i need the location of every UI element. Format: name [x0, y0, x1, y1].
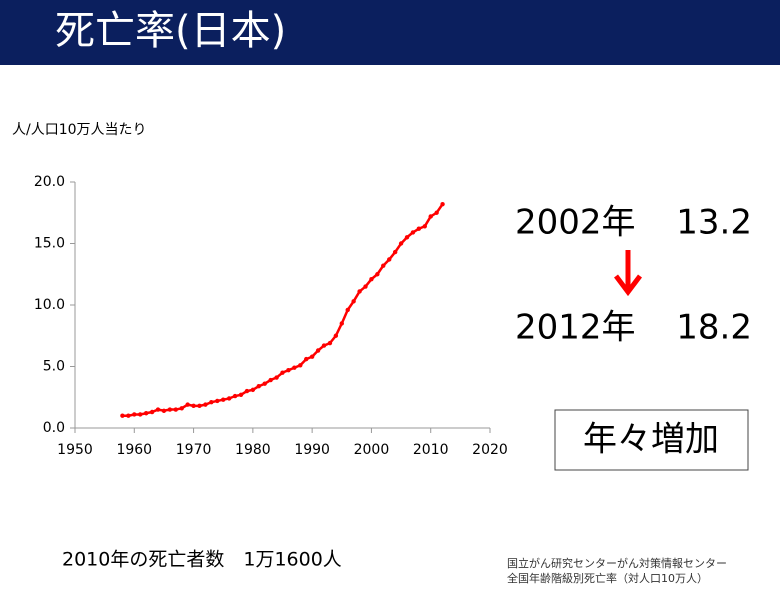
- data-point: [369, 276, 374, 282]
- data-point: [321, 343, 327, 348]
- highlight-year: 2012年: [515, 308, 636, 348]
- data-point: [238, 392, 244, 397]
- y-tick-label: 10.0: [34, 297, 65, 313]
- data-point: [345, 307, 350, 313]
- data-point: [434, 210, 439, 215]
- data-point: [363, 284, 368, 289]
- data-point: [375, 272, 380, 277]
- data-point: [280, 370, 285, 375]
- source-line: 国立がん研究センターがん対策情報センター: [507, 556, 727, 570]
- data-point: [173, 407, 178, 412]
- data-point: [221, 397, 226, 402]
- slide-title: 死亡率(日本): [55, 8, 286, 54]
- data-point: [292, 365, 297, 370]
- data-point: [381, 263, 386, 268]
- data-point: [304, 356, 309, 362]
- data-point: [179, 406, 184, 411]
- y-tick-label: 0.0: [43, 420, 65, 436]
- data-point: [132, 412, 137, 417]
- data-point: [197, 403, 202, 409]
- data-point: [410, 230, 416, 235]
- data-point: [203, 402, 208, 407]
- data-point: [392, 249, 398, 255]
- data-point: [143, 411, 149, 416]
- trend-box: [554, 409, 749, 471]
- data-point: [274, 375, 279, 380]
- data-point: [155, 407, 161, 412]
- data-point: [256, 383, 261, 389]
- x-tick-label: 2020: [472, 442, 508, 458]
- header-band: [0, 0, 780, 65]
- highlight-year: 2002年: [515, 203, 636, 243]
- data-point: [309, 354, 315, 359]
- data-point: [126, 413, 131, 418]
- data-point: [428, 214, 433, 219]
- data-point: [138, 412, 143, 417]
- x-tick-label: 1970: [176, 442, 212, 458]
- data-point: [149, 409, 155, 415]
- data-point: [327, 340, 333, 346]
- x-tick-label: 2010: [413, 442, 449, 458]
- highlight-value: 13.2: [676, 203, 752, 243]
- data-point: [191, 403, 196, 409]
- x-tick-label: 1960: [116, 442, 152, 458]
- y-tick-label: 15.0: [34, 236, 65, 252]
- data-point: [333, 333, 339, 338]
- data-point: [268, 377, 273, 383]
- data-point: [351, 299, 356, 304]
- data-point: [339, 321, 344, 326]
- data-point: [416, 226, 422, 231]
- death-count-note: 2010年の死亡者数 1万1600人: [62, 549, 342, 571]
- data-point: [422, 224, 427, 229]
- data-point: [286, 367, 291, 373]
- data-point: [404, 235, 410, 240]
- x-tick-label: 1950: [57, 442, 93, 458]
- trend-text: 年々増加: [583, 420, 719, 460]
- data-point: [232, 393, 238, 399]
- data-point: [185, 402, 190, 407]
- y-tick-label: 5.0: [43, 359, 65, 375]
- y-axis-label: 人/人口10万人当たり: [12, 122, 147, 138]
- data-line: [122, 203, 444, 417]
- data-point: [215, 398, 220, 404]
- highlight-value: 18.2: [676, 308, 752, 348]
- data-point: [262, 381, 267, 386]
- data-point: [387, 257, 392, 262]
- data-point: [315, 348, 321, 353]
- data-point: [440, 201, 445, 207]
- data-point: [398, 241, 404, 246]
- data-point: [120, 413, 125, 418]
- data-point: [161, 408, 167, 413]
- x-tick-label: 1980: [235, 442, 271, 458]
- source-line: 全国年齢階級別死亡率（対人口10万人）: [507, 571, 708, 585]
- y-tick-label: 20.0: [34, 174, 65, 190]
- data-point: [250, 387, 256, 393]
- x-tick-label: 2000: [354, 442, 390, 458]
- data-point: [244, 388, 250, 394]
- data-point: [357, 289, 362, 294]
- data-point: [298, 363, 303, 368]
- data-point: [226, 396, 232, 401]
- data-point: [209, 399, 214, 405]
- x-tick-label: 1990: [294, 442, 330, 458]
- data-point: [167, 407, 173, 412]
- down-arrow: [614, 250, 642, 297]
